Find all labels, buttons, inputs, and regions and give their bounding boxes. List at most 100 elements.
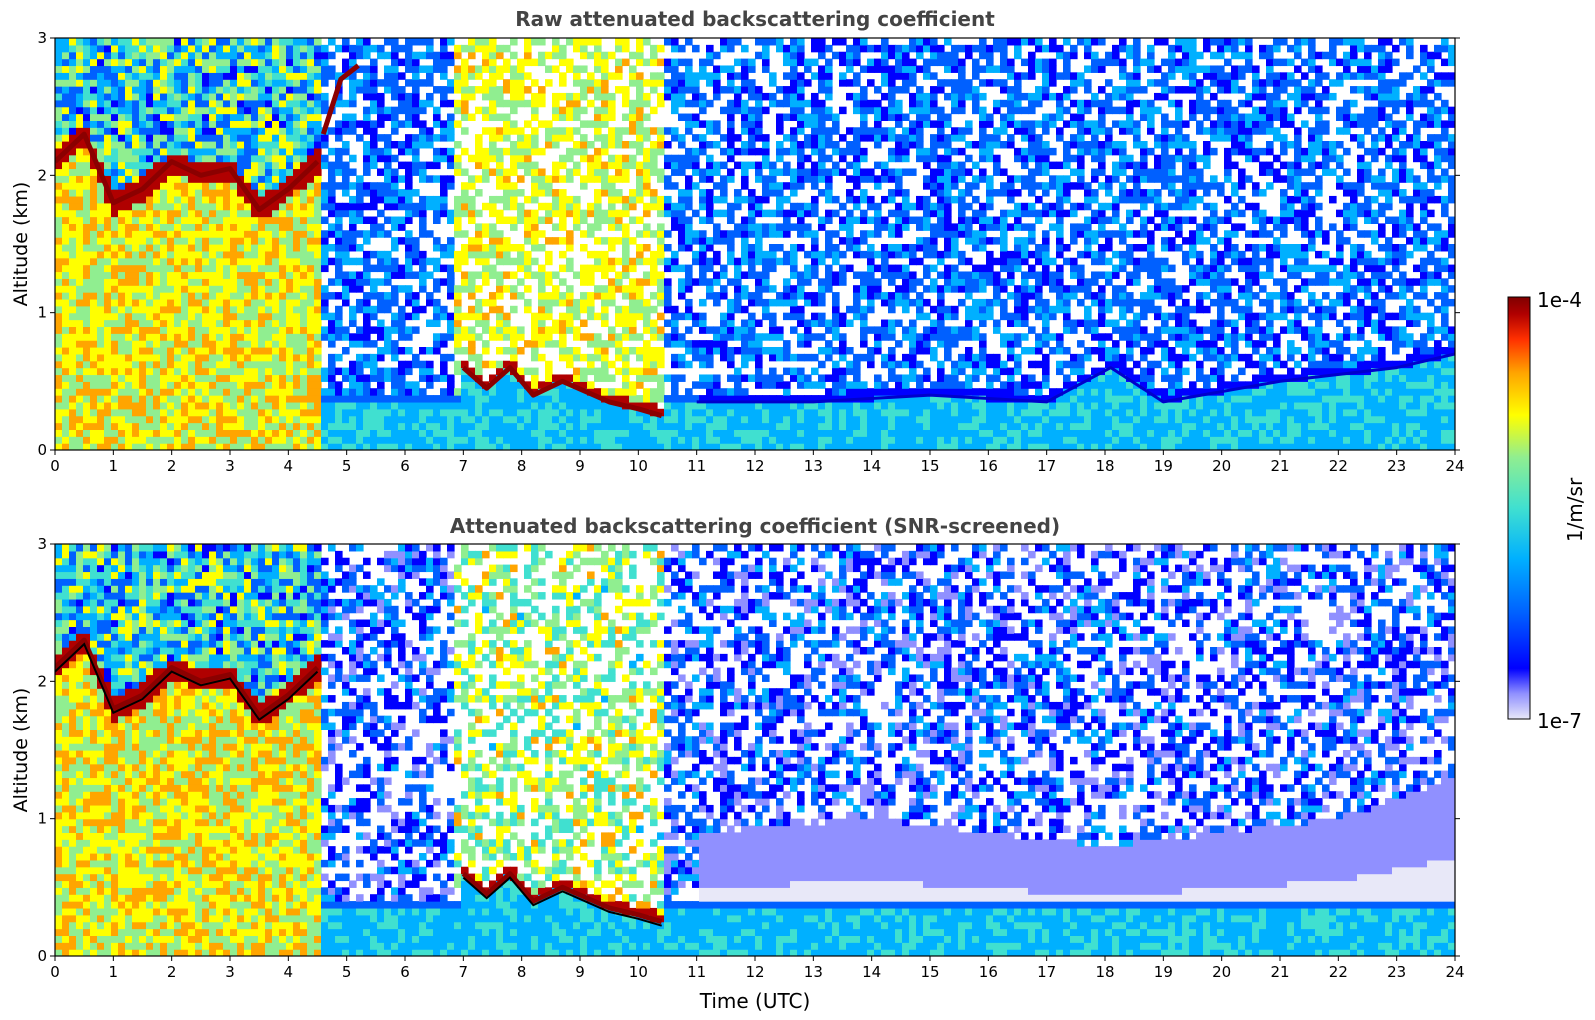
- heatmap-cell: [538, 353, 546, 362]
- heatmap-cell: [727, 401, 735, 410]
- heatmap-cell: [755, 285, 763, 293]
- heatmap-cell: [153, 113, 161, 121]
- heatmap-cell: [384, 230, 392, 238]
- heatmap-cell: [104, 292, 112, 300]
- heatmap-cell: [538, 38, 546, 46]
- heatmap-cell: [608, 388, 616, 396]
- heatmap-cell: [62, 72, 70, 80]
- heatmap-cell: [496, 319, 504, 327]
- heatmap-cell: [398, 408, 406, 417]
- heatmap-cell: [629, 264, 637, 273]
- heatmap-cell: [195, 127, 203, 135]
- heatmap-cell: [216, 298, 224, 307]
- heatmap-cell: [643, 340, 651, 348]
- heatmap-cell: [727, 360, 735, 369]
- heatmap-cell: [629, 154, 637, 163]
- heatmap-cell: [125, 38, 133, 46]
- heatmap-cell: [552, 374, 560, 382]
- heatmap-cell: [153, 202, 161, 211]
- heatmap-cell: [720, 333, 728, 341]
- heatmap-cell: [335, 134, 343, 142]
- heatmap-cell: [146, 388, 154, 396]
- heatmap-cell: [559, 134, 567, 142]
- heatmap-cell: [104, 415, 112, 424]
- heatmap-cell: [580, 353, 588, 362]
- heatmap-cell: [412, 147, 420, 156]
- heatmap-cell: [139, 408, 147, 417]
- heatmap-cell: [125, 271, 133, 279]
- heatmap-cell: [510, 79, 518, 87]
- heatmap-cell: [398, 347, 406, 355]
- heatmap-cell: [76, 209, 84, 218]
- heatmap-cell: [706, 79, 714, 87]
- heatmap-cell: [510, 127, 518, 135]
- heatmap-cell: [216, 120, 224, 128]
- heatmap-cell: [741, 161, 749, 170]
- heatmap-cell: [489, 168, 497, 176]
- heatmap-cell: [321, 216, 329, 224]
- heatmap-cell: [209, 38, 217, 46]
- heatmap-cell: [741, 99, 749, 108]
- heatmap-cell: [104, 127, 112, 135]
- heatmap-cell: [622, 292, 630, 300]
- heatmap-cell: [307, 58, 315, 67]
- heatmap-cell: [363, 161, 371, 170]
- heatmap-cell: [664, 195, 672, 204]
- heatmap-cell: [636, 58, 644, 67]
- heatmap-cell: [370, 216, 378, 224]
- heatmap-cell: [118, 257, 126, 266]
- heatmap-cell: [405, 264, 413, 273]
- heatmap-cell: [552, 436, 560, 444]
- heatmap-cell: [83, 326, 91, 334]
- heatmap-cell: [202, 120, 210, 128]
- heatmap-cell: [503, 360, 511, 369]
- heatmap-cell: [293, 340, 301, 348]
- heatmap-cell: [454, 422, 462, 430]
- heatmap-cell: [545, 202, 553, 211]
- heatmap-cell: [601, 65, 609, 73]
- heatmap-cell: [265, 92, 273, 101]
- heatmap-cell: [328, 195, 336, 204]
- heatmap-cell: [286, 250, 294, 259]
- heatmap-cell: [608, 223, 616, 231]
- heatmap-cell: [356, 134, 364, 142]
- heatmap-cell: [643, 395, 651, 403]
- heatmap-cell: [517, 175, 525, 183]
- heatmap-cell: [125, 401, 133, 410]
- heatmap-cell: [468, 202, 476, 211]
- heatmap-cell: [265, 381, 273, 389]
- heatmap-cell: [734, 292, 742, 300]
- heatmap-cell: [216, 65, 224, 73]
- heatmap-cell: [545, 422, 553, 430]
- heatmap-cell: [258, 72, 266, 80]
- heatmap-cell: [496, 395, 504, 403]
- heatmap-cell: [440, 72, 448, 80]
- heatmap-cell: [300, 367, 308, 376]
- heatmap-cell: [76, 381, 84, 389]
- heatmap-cell: [335, 99, 343, 108]
- heatmap-cell: [692, 429, 700, 437]
- heatmap-cell: [167, 319, 175, 327]
- heatmap-cell: [251, 58, 259, 67]
- heatmap-cell: [671, 182, 679, 190]
- heatmap-cell: [202, 353, 210, 362]
- heatmap-cell: [426, 347, 434, 355]
- heatmap-cell: [461, 86, 469, 94]
- heatmap-cell: [97, 65, 105, 73]
- heatmap-cell: [286, 99, 294, 108]
- heatmap-cell: [69, 86, 77, 94]
- heatmap-cell: [321, 333, 329, 341]
- heatmap-cell: [139, 367, 147, 376]
- heatmap-cell: [188, 278, 196, 286]
- heatmap-cell: [713, 415, 721, 424]
- heatmap-cell: [97, 202, 105, 211]
- heatmap-cell: [104, 106, 112, 115]
- heatmap-cell: [601, 305, 609, 314]
- heatmap-cell: [195, 360, 203, 369]
- heatmap-cell: [447, 381, 455, 389]
- heatmap-cell: [167, 120, 175, 128]
- heatmap-cell: [503, 436, 511, 444]
- heatmap-cell: [307, 388, 315, 396]
- heatmap-cell: [531, 333, 539, 341]
- heatmap-cell: [671, 436, 679, 444]
